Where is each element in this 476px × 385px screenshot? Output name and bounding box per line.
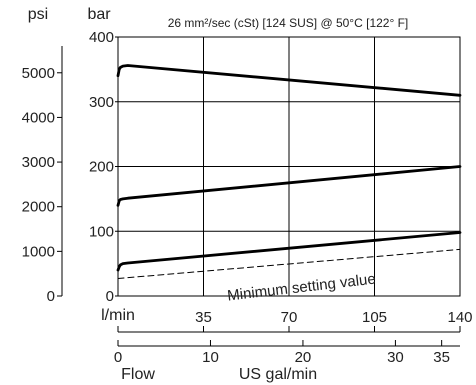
pressure-curve-1 bbox=[116, 64, 462, 97]
bar-unit-label: bar bbox=[87, 6, 111, 23]
minimum-setting-line bbox=[117, 248, 461, 279]
minimum-setting-annotation: Minimum setting value bbox=[226, 271, 376, 305]
bar-tick-label: 0 bbox=[106, 288, 114, 305]
psi-tick-label: 4000 bbox=[22, 109, 55, 126]
psi-tick-label: 3000 bbox=[22, 154, 55, 171]
us-flow-tick-label: 0 bbox=[114, 349, 122, 366]
flow-tick-label: 140 bbox=[447, 309, 472, 326]
axes bbox=[57, 36, 461, 347]
psi-tick-label: 1000 bbox=[22, 243, 55, 260]
grid bbox=[117, 36, 461, 297]
flow-tick-label: 70 bbox=[281, 309, 298, 326]
bar-tick-label: 200 bbox=[89, 159, 114, 176]
psi-tick-label: 5000 bbox=[22, 65, 55, 82]
bar-tick-label: 400 bbox=[89, 29, 114, 46]
us-flow-unit-label: US gal/min bbox=[239, 366, 317, 383]
flow-tick-label: 35 bbox=[195, 309, 212, 326]
bar-tick-label: 300 bbox=[89, 94, 114, 111]
us-flow-tick-label: 10 bbox=[202, 349, 219, 366]
pressure-curve-3 bbox=[116, 231, 462, 272]
x-axis-title: Flow bbox=[121, 366, 155, 383]
pressure-curve-2 bbox=[116, 165, 462, 207]
psi-tick-label: 0 bbox=[47, 288, 55, 305]
us-flow-tick-label: 35 bbox=[433, 349, 450, 366]
flow-tick-label: 105 bbox=[362, 309, 387, 326]
flow-unit-label: l/min bbox=[101, 307, 135, 324]
bar-tick-label: 100 bbox=[89, 223, 114, 240]
psi-unit-label: psi bbox=[28, 6, 48, 23]
us-flow-tick-label: 20 bbox=[295, 349, 312, 366]
psi-tick-label: 2000 bbox=[22, 199, 55, 216]
us-flow-tick-label: 30 bbox=[387, 349, 404, 366]
chart-title: 26 mm²/sec (cSt) [124 SUS] @ 50°C [122° … bbox=[168, 16, 409, 30]
series bbox=[116, 64, 462, 279]
